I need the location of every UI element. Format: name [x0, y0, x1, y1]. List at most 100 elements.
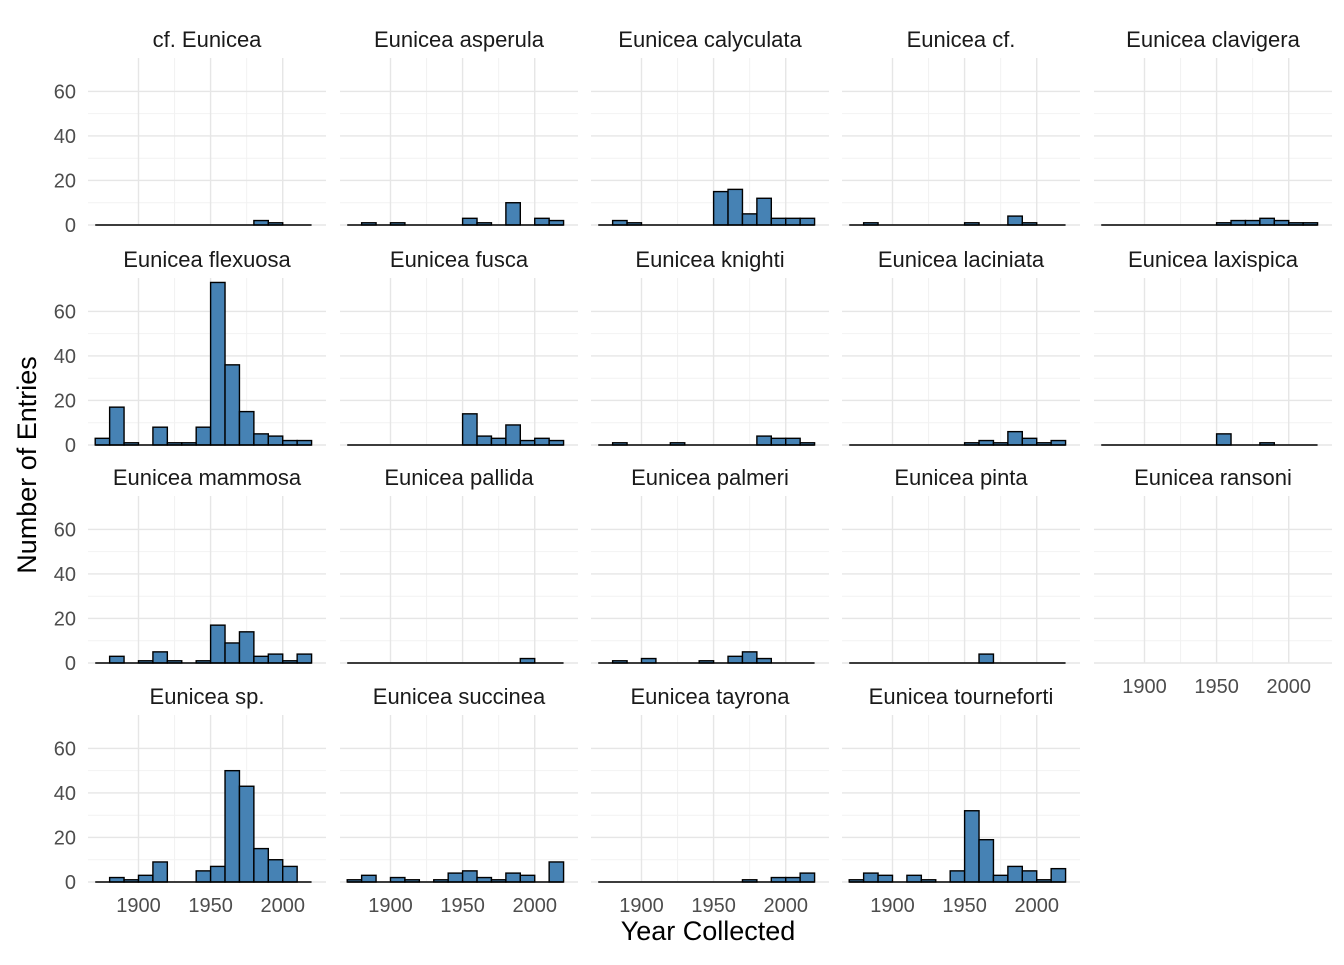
histogram-bar: [519, 874, 536, 883]
histogram-bar: [727, 188, 744, 226]
facet-panel: Eunicea calyculata: [591, 27, 829, 226]
histogram-bar: [877, 874, 894, 883]
facet-panel: Eunicea succinea 1900 1950 2000: [340, 684, 578, 917]
histogram-bar: [756, 435, 773, 446]
y-tick-label: 40: [54, 346, 76, 368]
facet-panel: Eunicea pinta: [842, 465, 1080, 664]
histogram-bar: [195, 870, 212, 883]
x-tick-label: 1950: [942, 895, 987, 917]
histogram-bar: [992, 874, 1009, 883]
y-tick-label: 40: [54, 783, 76, 805]
y-tick-label: 20: [54, 608, 76, 630]
x-tick-label: 1950: [1194, 676, 1239, 698]
histogram-bar: [267, 653, 284, 664]
panel-title: Eunicea tourneforti: [869, 684, 1054, 709]
facet-panel: Eunicea clavigera: [1094, 27, 1332, 226]
panel-title: Eunicea laxispica: [1128, 247, 1299, 272]
histogram-bar: [296, 653, 313, 664]
histogram-bar: [534, 217, 550, 226]
histogram-bar: [906, 874, 923, 883]
histogram-bar: [1215, 433, 1232, 446]
histogram-bar: [461, 870, 478, 883]
panel-title: cf. Eunicea: [153, 27, 263, 52]
facet-panel: Eunicea knighti: [591, 247, 829, 446]
panel-title: Eunicea knighti: [635, 247, 784, 272]
x-tick-label: 1900: [870, 895, 915, 917]
x-tick-label: 1950: [691, 895, 736, 917]
panel-title: Eunicea palmeri: [631, 465, 789, 490]
histogram-bar: [949, 870, 966, 883]
histogram-bar: [209, 865, 226, 883]
panel-title: Eunicea calyculata: [618, 27, 802, 52]
facet-panel: Eunicea palmeri: [591, 465, 829, 664]
panel-title: Eunicea laciniata: [878, 247, 1045, 272]
facet-panel: Eunicea sp. 0 20 40 60 1900 1950 2000: [54, 684, 326, 917]
x-axis-title: Year Collected: [621, 916, 796, 946]
histogram-bar: [108, 655, 125, 664]
histogram-bar: [963, 810, 980, 883]
x-tick-label: 1900: [619, 895, 664, 917]
histogram-bar: [224, 769, 241, 883]
histogram-bar: [862, 872, 879, 883]
x-tick-label: 1950: [440, 895, 485, 917]
histogram-bar: [253, 655, 270, 664]
panel-title: Eunicea fusca: [390, 247, 529, 272]
histogram-bar: [94, 437, 111, 446]
histogram-bar: [1007, 430, 1024, 446]
y-tick-label: 0: [65, 215, 76, 237]
x-tick-label: 2000: [512, 895, 557, 917]
histogram-bar: [224, 364, 241, 446]
y-tick-label: 20: [54, 390, 76, 412]
histogram-bar: [505, 872, 522, 883]
histogram-bar: [108, 406, 125, 446]
histogram-bar: [195, 426, 212, 446]
histogram-bar: [238, 631, 255, 664]
histogram-bar: [785, 217, 801, 226]
panel-title: Eunicea pallida: [384, 465, 534, 490]
panel-title: Eunicea mammosa: [113, 465, 302, 490]
histogram-bar: [267, 435, 284, 446]
histogram-bar: [1021, 437, 1038, 446]
facet-panel: Eunicea ransoni 1900 1950 2000: [1094, 465, 1332, 698]
histogram-bar: [253, 433, 270, 446]
histogram-bar: [505, 424, 522, 446]
histogram-bar: [505, 202, 522, 226]
facet-panel: Eunicea flexuosa 0 20 40 60: [54, 247, 326, 457]
panel-title: Eunicea clavigera: [1126, 27, 1300, 52]
histogram-bar: [209, 624, 226, 664]
panel-title: Eunicea tayrona: [631, 684, 791, 709]
histogram-bar: [978, 838, 995, 883]
histogram-bar: [770, 217, 787, 226]
histogram-bar: [1259, 217, 1276, 226]
histogram-bar: [756, 197, 773, 226]
y-tick-label: 0: [65, 872, 76, 894]
histogram-bar: [267, 859, 284, 883]
y-tick-label: 0: [65, 435, 76, 457]
histogram-bar: [253, 847, 270, 883]
y-tick-label: 60: [54, 81, 76, 103]
histogram-bar: [741, 213, 758, 226]
histogram-bar: [152, 651, 169, 664]
y-tick-label: 20: [54, 170, 76, 192]
panel-title: Eunicea asperula: [374, 27, 545, 52]
histogram-bar: [152, 426, 169, 446]
histogram-bar: [224, 642, 241, 664]
histogram-bar: [978, 653, 995, 664]
x-tick-label: 1900: [116, 895, 161, 917]
histogram-bar: [1007, 215, 1024, 226]
facet-panel: cf. Eunicea 0 20 40 60: [54, 27, 326, 237]
facet-panel: Eunicea pallida: [340, 465, 578, 664]
x-tick-label: 2000: [1266, 676, 1311, 698]
y-tick-label: 40: [54, 126, 76, 148]
histogram-bar: [490, 437, 507, 446]
x-tick-label: 2000: [1014, 895, 1059, 917]
facet-panel: Eunicea asperula: [340, 27, 578, 226]
facet-panel: Eunicea fusca: [340, 247, 578, 446]
facet-panel: Eunicea laxispica: [1094, 247, 1332, 446]
facet-panel: Eunicea mammosa 0 20 40 60: [54, 465, 326, 675]
histogram-bar: [461, 413, 478, 446]
panel-title: Eunicea cf.: [907, 27, 1016, 52]
y-tick-label: 0: [65, 653, 76, 675]
facet-panel: Eunicea tourneforti 1900 1950 2000: [842, 684, 1080, 917]
histogram-bar: [770, 437, 787, 446]
